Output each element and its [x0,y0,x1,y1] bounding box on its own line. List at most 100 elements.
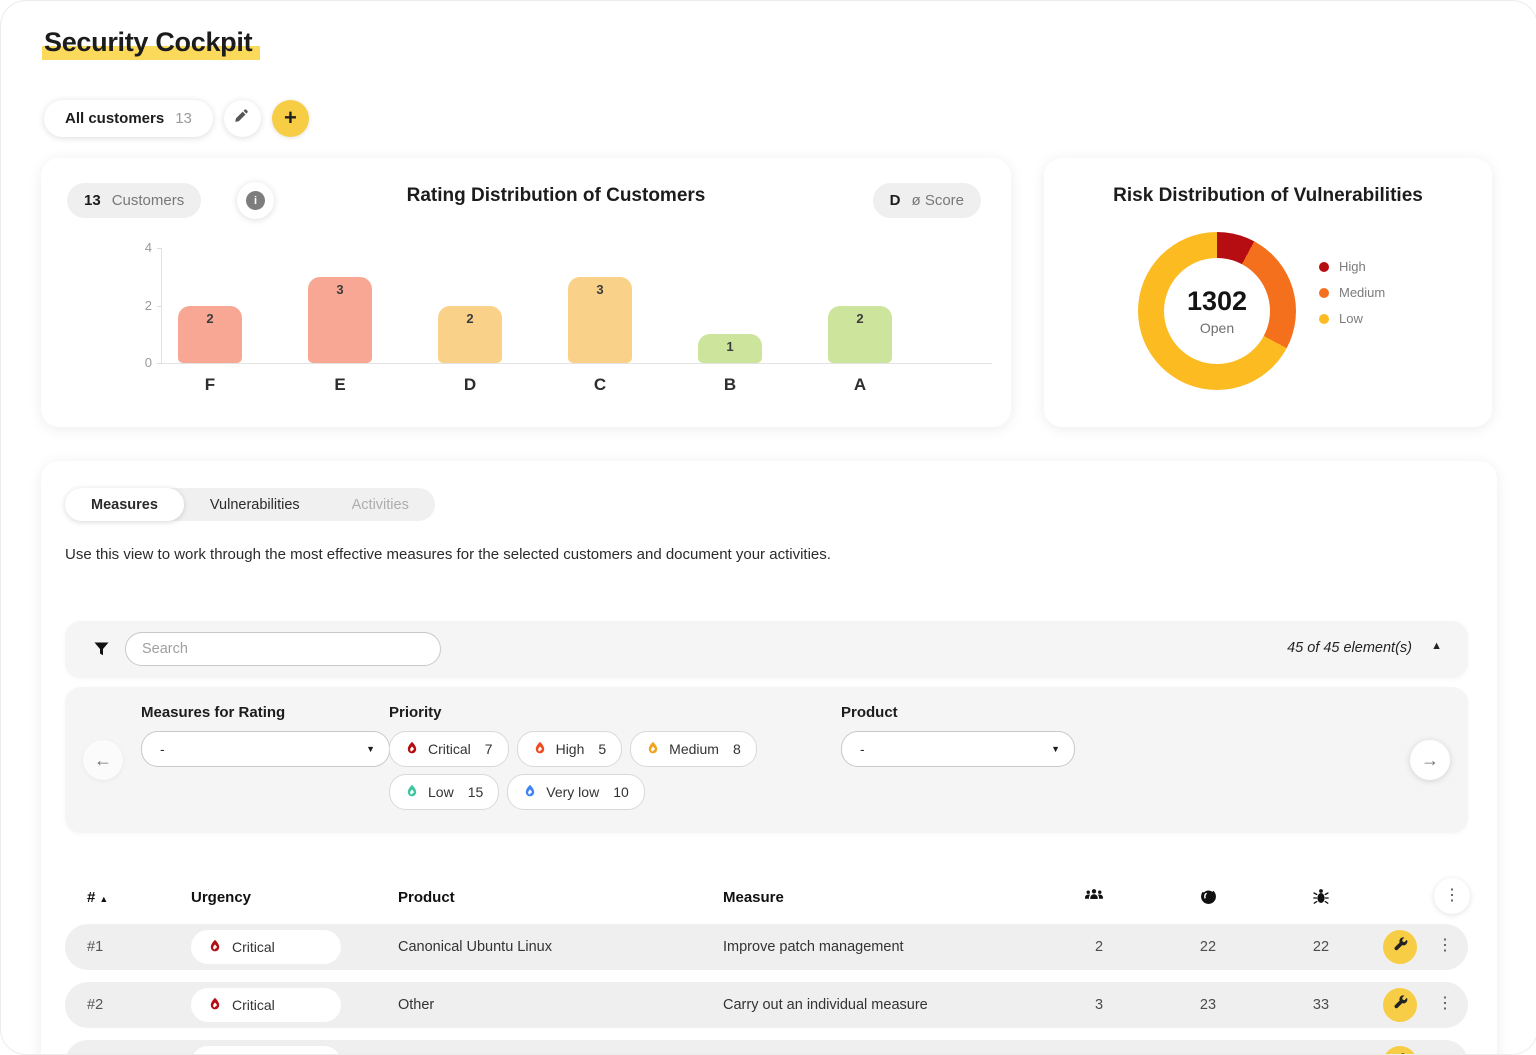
kebab-icon: ⋮ [1444,888,1460,904]
row-menu-button[interactable]: ⋮ [1437,938,1451,954]
tab-measures[interactable]: Measures [65,488,184,521]
customer-selector-count: 13 [175,110,192,127]
plus-icon: + [284,107,297,129]
measures-card: MeasuresVulnerabilitiesActivities Use th… [41,461,1497,1055]
priority-filter-label: Priority [389,704,442,721]
bar-D: 2 [438,306,502,364]
legend-label: Medium [1339,285,1385,300]
rating-filter-select[interactable]: - ▼ [141,731,390,767]
chip-label: High [556,741,585,757]
x-axis-category-label: C [568,375,632,395]
tabs: MeasuresVulnerabilitiesActivities [65,488,435,521]
arrow-left-icon: ← [94,750,112,771]
chip-count: 5 [598,741,606,757]
product-cell: Canonical Ubuntu Linux [398,939,552,955]
rating-filter-value: - [160,741,165,757]
measure-action-button[interactable] [1383,1046,1417,1055]
customers-count-cell: 3 [1069,997,1129,1013]
urgency-badge: Critical [191,988,341,1022]
bug-icon [1311,888,1331,910]
chip-label: Low [428,784,454,800]
priority-chip-very-low[interactable]: Very low10 [507,774,645,810]
search-input[interactable] [125,632,441,666]
risk-distribution-card: Risk Distribution of Vulnerabilities 130… [1044,158,1492,427]
column-header-measure[interactable]: Measure [723,889,784,906]
column-header-product[interactable]: Product [398,889,455,906]
urgency-label: Critical [232,997,275,1013]
bar-B: 1 [698,334,762,363]
flame-icon [646,741,660,758]
y-axis-tick: 4 [130,240,152,255]
donut-center: 1302 Open [1164,258,1270,364]
tab-activities[interactable]: Activities [326,488,435,521]
legend-dot [1319,262,1329,272]
legend-label: Low [1339,311,1363,326]
x-axis-category-label: B [698,375,762,395]
flame-icon [405,784,419,801]
product-filter-label: Product [841,704,898,721]
y-axis-tickmark [157,363,162,364]
x-axis-category-label: A [828,375,892,395]
product-filter-select[interactable]: - ▼ [841,731,1075,767]
column-header-num[interactable]: #▲ [87,889,108,906]
risk-donut-chart: 1302 Open [1138,232,1296,390]
column-header-urgency[interactable]: Urgency [191,889,251,906]
bar-A: 2 [828,306,892,364]
edit-customers-button[interactable] [224,100,261,137]
bar-value-label: 2 [438,311,502,326]
open-label: Open [1200,320,1234,336]
x-axis-category-label: D [438,375,502,395]
priority-chip-row-2: Low15Very low10 [389,774,757,810]
bar-C: 3 [568,277,632,363]
users-icon [1084,888,1104,907]
y-axis-tickmark [157,306,162,307]
priority-chip-critical[interactable]: Critical7 [389,731,509,767]
collapse-filters-button[interactable]: ▲ [1431,640,1442,652]
flame-icon [523,784,537,801]
rating-distribution-card: 13 Customers i Rating Distribution of Cu… [41,158,1011,427]
legend-item-medium: Medium [1319,285,1385,300]
legend-label: High [1339,259,1366,274]
row-number: #1 [87,939,103,955]
y-axis-tickmark [157,248,162,249]
tab-vulnerabilities[interactable]: Vulnerabilities [184,488,326,521]
bar-value-label: 2 [828,311,892,326]
row-menu-button[interactable]: ⋮ [1437,996,1451,1012]
y-axis-tick: 2 [130,298,152,313]
x-axis-category-label: E [308,375,372,395]
priority-chip-medium[interactable]: Medium8 [630,731,757,767]
page-title: Security Cockpit [44,27,260,61]
bar-E: 3 [308,277,372,363]
triangle-down-icon: ▼ [366,744,375,754]
next-filters-button[interactable]: → [1410,740,1450,780]
priority-chip-low[interactable]: Low15 [389,774,499,810]
product-filter-value: - [860,741,865,757]
priority-chips: Critical7 High 5 Medium8 Low15Very low10 [389,731,757,810]
measure-action-button[interactable] [1383,930,1417,964]
risk-swirl-icon [1198,888,1218,910]
table-menu-button[interactable]: ⋮ [1434,878,1470,914]
add-customer-button[interactable]: + [272,100,309,137]
pencil-icon [235,109,250,129]
bar-value-label: 1 [698,339,762,354]
bar-value-label: 2 [178,311,242,326]
search-panel: 45 of 45 element(s) ▲ [65,621,1468,678]
previous-filters-button[interactable]: ← [83,740,123,780]
customer-selector[interactable]: All customers 13 [44,100,213,137]
priority-chip-high[interactable]: High 5 [517,731,623,767]
measure-action-button[interactable] [1383,988,1417,1022]
wrench-icon [1393,937,1408,957]
risk-card-title: Risk Distribution of Vulnerabilities [1044,185,1492,207]
bar-value-label: 3 [568,282,632,297]
score-label: ø Score [911,192,964,209]
urgency-badge [191,1046,341,1055]
chip-label: Medium [669,741,719,757]
sort-asc-icon: ▲ [99,894,108,904]
row-number: #2 [87,997,103,1013]
table-row[interactable]: #2CriticalOtherCarry out an individual m… [65,982,1468,1028]
measures-table: #1CriticalCanonical Ubuntu LinuxImprove … [65,924,1468,1055]
priority-chip-row-1: Critical7 High 5 Medium8 [389,731,757,767]
table-row[interactable]: #1CriticalCanonical Ubuntu LinuxImprove … [65,924,1468,970]
urgency-badge: Critical [191,930,341,964]
view-description: Use this view to work through the most e… [65,543,835,566]
